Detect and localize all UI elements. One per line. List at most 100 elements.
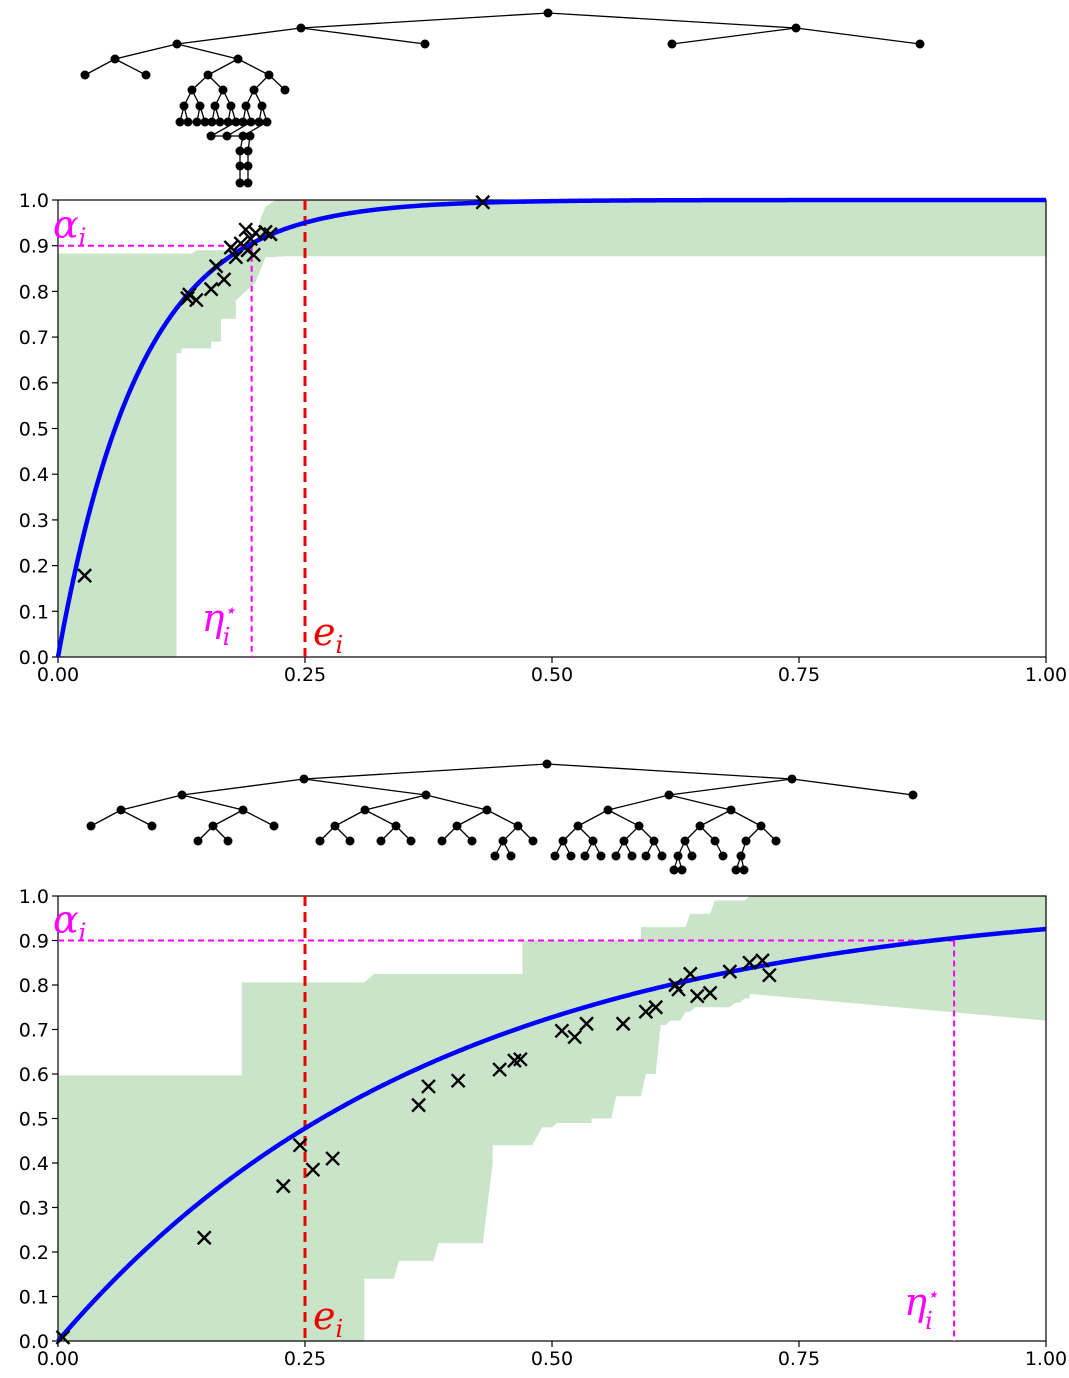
data-point-stroke: [292, 1137, 308, 1153]
tree-node: [299, 774, 309, 784]
data-point-stroke: [450, 1073, 466, 1089]
chart-top: 0.00 0.25 0.50 0.75 1.00 0.0 0.1 0.2 0.3 0.4 0.5 0.…: [19, 190, 1067, 686]
data-point-stroke: [216, 272, 232, 287]
tree-node: [731, 865, 741, 875]
tree-edge: [546, 763, 793, 780]
tree-node: [193, 836, 203, 846]
tree-edge: [181, 794, 244, 811]
data-point-stroke: [55, 1330, 71, 1345]
data-point-stroke: [246, 247, 261, 263]
y-tick-label: 0.7: [19, 1020, 49, 1042]
tree-node: [223, 836, 233, 846]
data-point-stroke: [248, 225, 263, 241]
tree-node: [376, 836, 386, 846]
chart-bottom: 0.00 0.25 0.50 0.75 1.00 0.0 0.1 0.2 0.3 0.4 0.5 0.…: [19, 886, 1067, 1370]
y-tick-label: 0.7: [19, 327, 49, 349]
data-point-stroke: [554, 1023, 570, 1039]
tree-node: [641, 851, 651, 861]
data-point: [216, 272, 232, 287]
data-point-stroke: [762, 967, 777, 983]
tree-edge: [300, 12, 549, 29]
alpha-subscript: i: [79, 919, 87, 947]
data-point-stroke: [513, 1051, 528, 1067]
y-tick-label: 0.2: [19, 1242, 49, 1264]
data-point: [702, 985, 718, 1001]
tree-edge: [181, 778, 305, 796]
data-point: [223, 240, 239, 255]
tree-node: [235, 178, 245, 188]
data-point-stroke: [228, 249, 244, 265]
tree-node: [550, 851, 560, 861]
tree-edge: [547, 12, 797, 29]
tree-node: [391, 821, 401, 831]
data-point: [208, 258, 224, 274]
data-point-stroke: [275, 1178, 291, 1194]
data-point-stroke: [492, 1062, 507, 1077]
tree-node: [269, 821, 279, 831]
eta-star-superscript: ⋆: [224, 598, 237, 622]
tree-node: [183, 117, 193, 127]
tree-node: [588, 836, 598, 846]
data-point: [77, 568, 93, 584]
tree-edge: [114, 58, 147, 76]
y-tick-label: 0.4: [19, 464, 49, 486]
tree-node: [223, 117, 233, 127]
tree-edge: [334, 809, 366, 827]
y-tick-label: 0.5: [19, 1109, 49, 1131]
tree-node: [208, 821, 218, 831]
y-tick-label: 0.0: [19, 1331, 49, 1353]
x-tick-label: 1.00: [1025, 1348, 1067, 1370]
data-point-stroke: [648, 999, 664, 1015]
x-tick-label: 0.50: [531, 1348, 573, 1370]
tree-node: [116, 805, 126, 815]
tree-edge: [212, 809, 244, 827]
data-point: [689, 988, 705, 1004]
data-point-stroke: [567, 1029, 583, 1045]
tree-node: [241, 101, 251, 111]
tree-edge: [425, 794, 488, 811]
tree-node: [695, 821, 705, 831]
y-tick-label: 0.8: [19, 281, 49, 303]
tree-node: [677, 865, 687, 875]
tree-node: [215, 117, 225, 127]
tree-node: [86, 821, 96, 831]
tree-node: [649, 836, 659, 846]
y-tick-label: 0.8: [19, 975, 49, 997]
tree-node: [203, 70, 213, 80]
y-tick-label: 0.9: [19, 236, 49, 258]
tree-node: [238, 805, 248, 815]
data-point: [246, 247, 261, 263]
eta-star-subscript: i: [925, 1307, 933, 1335]
tree-node: [452, 821, 462, 831]
data-point-stroke: [689, 988, 705, 1004]
data-point-stroke: [208, 258, 224, 274]
data-point-stroke: [755, 953, 770, 968]
data-point-stroke: [325, 1151, 341, 1166]
x-tick-label: 0.00: [37, 1348, 79, 1370]
tree-edge: [303, 778, 427, 796]
tree-node: [330, 821, 340, 831]
tree-node: [718, 851, 728, 861]
tree-node: [420, 39, 430, 49]
data-point: [196, 1230, 212, 1246]
tree-node: [611, 851, 621, 861]
tree-node: [915, 39, 925, 49]
tree-node: [206, 131, 216, 141]
tree-node: [246, 117, 256, 127]
tree-node: [573, 821, 583, 831]
tree-edge: [577, 809, 609, 827]
tree-node: [257, 101, 267, 111]
data-point: [682, 966, 698, 982]
data-point: [722, 964, 738, 979]
tree-node: [566, 851, 576, 861]
data-point-stroke: [238, 222, 254, 238]
data-point: [305, 1162, 321, 1178]
tree-node: [315, 836, 325, 846]
tree-edge: [795, 27, 921, 45]
tree-edge: [668, 778, 793, 796]
tree-node: [498, 836, 508, 846]
tree-node: [177, 790, 187, 800]
tree-node: [238, 131, 248, 141]
data-point: [615, 1016, 631, 1032]
tree-node: [141, 70, 151, 80]
